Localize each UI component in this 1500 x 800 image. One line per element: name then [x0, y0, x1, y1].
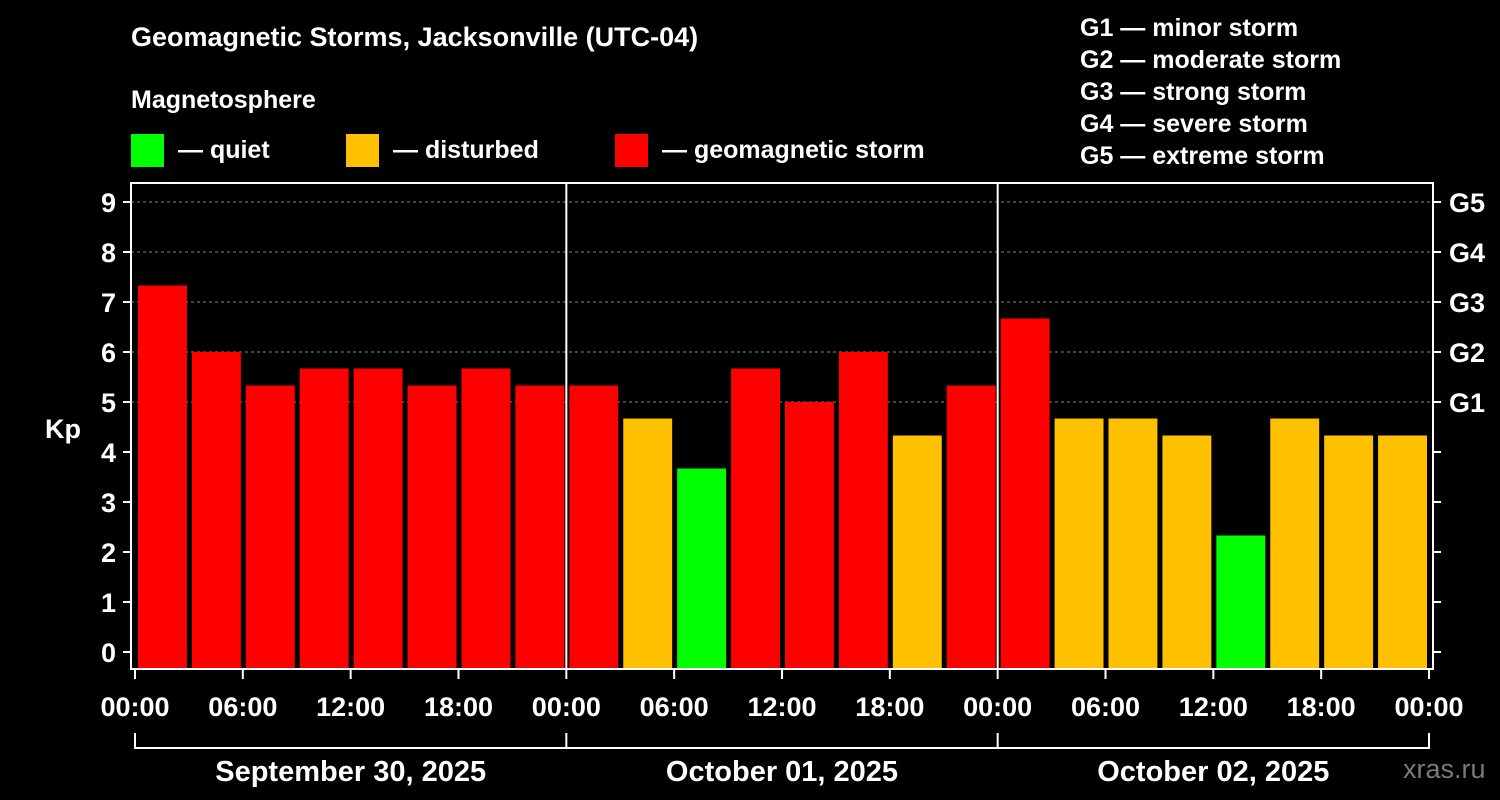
- g-scale-item: G5 — extreme storm: [1080, 142, 1325, 170]
- date-label: October 02, 2025: [1097, 756, 1329, 788]
- g-level-label: G3: [1449, 288, 1485, 318]
- x-tick-label: 18:00: [1287, 692, 1356, 722]
- y-tick-label: 3: [101, 488, 116, 518]
- kp-bar: [838, 352, 888, 669]
- y-tick-label: 7: [101, 288, 116, 318]
- kp-bar: [892, 435, 942, 669]
- kp-bar: [731, 368, 780, 669]
- y-tick-label: 8: [101, 238, 116, 268]
- kp-bar: [1270, 418, 1320, 669]
- g-level-label: G4: [1449, 238, 1485, 268]
- kp-bar: [677, 468, 727, 669]
- g-level-label: G1: [1449, 388, 1485, 418]
- legend-heading: Magnetosphere: [131, 86, 316, 114]
- kp-bar: [353, 368, 403, 669]
- kp-bar: [1108, 418, 1158, 669]
- y-tick-label: 1: [101, 588, 116, 618]
- y-tick-label: 4: [101, 438, 116, 468]
- x-tick-label: 12:00: [316, 692, 385, 722]
- chart-title: Geomagnetic Storms, Jacksonville (UTC-04…: [131, 22, 699, 52]
- date-label: September 30, 2025: [215, 756, 486, 788]
- x-tick-label: 12:00: [747, 692, 816, 722]
- y-tick-label: 5: [101, 388, 116, 418]
- kp-bar: [299, 368, 349, 669]
- kp-bar: [1162, 435, 1212, 669]
- watermark: xras.ru: [1403, 754, 1486, 784]
- legend-label-storm: — geomagnetic storm: [662, 136, 925, 164]
- kp-bar: [191, 352, 241, 669]
- g-scale-item: G1 — minor storm: [1080, 14, 1299, 42]
- kp-bar: [1378, 435, 1427, 669]
- g-level-label: G2: [1449, 338, 1485, 368]
- x-tick-label: 00:00: [963, 692, 1032, 722]
- kp-bar: [138, 285, 187, 669]
- legend-label-disturbed: — disturbed: [393, 136, 539, 164]
- date-label: October 01, 2025: [666, 756, 898, 788]
- x-tick-label: 12:00: [1179, 692, 1248, 722]
- legend-swatch-quiet: [131, 134, 164, 167]
- legend-label-quiet: — quiet: [178, 136, 270, 164]
- x-tick-label: 06:00: [1071, 692, 1140, 722]
- x-tick-label: 06:00: [640, 692, 709, 722]
- legend-disturbed: — disturbed: [346, 134, 539, 167]
- kp-bar: [245, 385, 295, 669]
- g-level-label: G5: [1449, 188, 1485, 218]
- kp-bar: [1324, 435, 1374, 669]
- g-scale-legend: G1 — minor storm G2 — moderate storm G3 …: [1080, 12, 1341, 172]
- kp-bar: [1054, 418, 1104, 669]
- kp-bar: [1216, 535, 1266, 669]
- x-tick-label: 18:00: [855, 692, 924, 722]
- kp-bar: [623, 418, 673, 669]
- x-tick-label: 00:00: [100, 692, 169, 722]
- kp-bar: [407, 385, 457, 669]
- g-scale-item: G3 — strong storm: [1080, 78, 1307, 106]
- legend-storm: — geomagnetic storm: [615, 134, 925, 167]
- x-tick-label: 00:00: [1394, 692, 1463, 722]
- y-axis-label: Kp: [45, 414, 81, 444]
- kp-bar: [1000, 318, 1050, 669]
- x-tick-label: 00:00: [532, 692, 601, 722]
- g-scale-item: G4 — severe storm: [1080, 110, 1308, 138]
- legend-quiet: — quiet: [131, 134, 270, 167]
- y-tick-label: 0: [101, 638, 116, 668]
- legend-swatch-storm: [615, 134, 648, 167]
- x-tick-label: 06:00: [208, 692, 277, 722]
- y-tick-label: 9: [101, 188, 116, 218]
- kp-bar: [461, 368, 511, 669]
- legend-swatch-disturbed: [346, 134, 379, 167]
- kp-bar: [569, 385, 619, 669]
- g-scale-item: G2 — moderate storm: [1080, 46, 1342, 74]
- kp-bar: [515, 385, 565, 669]
- kp-bar: [785, 402, 834, 669]
- x-tick-label: 18:00: [424, 692, 493, 722]
- y-tick-label: 6: [101, 338, 116, 368]
- kp-bar: [946, 385, 996, 669]
- y-tick-label: 2: [101, 538, 116, 568]
